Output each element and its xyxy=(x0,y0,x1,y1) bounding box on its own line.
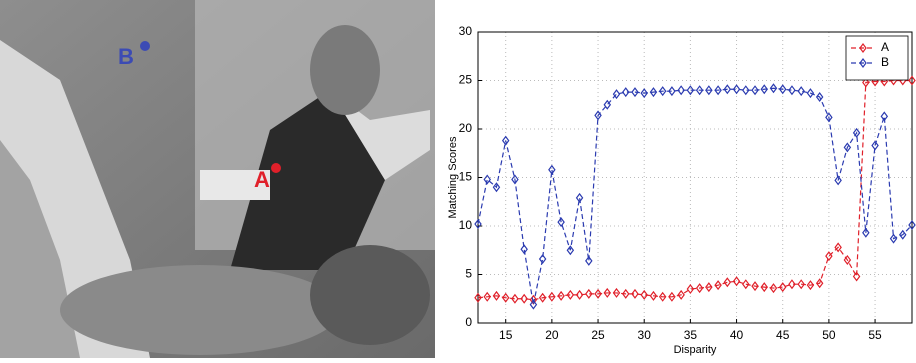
x-tick-label: 55 xyxy=(868,328,882,342)
y-tick-label: 5 xyxy=(465,267,472,281)
chart: 0 5 10 15 20 25 30 15 20 25 30 35 40 45 50 55 Disparity M… xyxy=(447,24,915,356)
x-tick-label: 30 xyxy=(638,328,652,342)
point-label: A xyxy=(254,167,270,192)
marker xyxy=(724,278,730,286)
legend-label: A xyxy=(881,40,889,54)
legend-label: B xyxy=(881,55,889,69)
x-tick-label: 15 xyxy=(499,328,513,342)
y-tick-label: 30 xyxy=(459,24,473,38)
y-axis-label: Matching Scores xyxy=(447,136,459,218)
x-tick-label: 20 xyxy=(545,328,559,342)
figure: B A 0 5 10 15 20 25 30 15 20 25 30 35 40 45 50 55 Dispar… xyxy=(0,0,916,358)
point-label: B xyxy=(118,44,134,69)
x-tick-label: 45 xyxy=(776,328,790,342)
y-tick-label: 20 xyxy=(459,121,473,135)
y-tick-label: 10 xyxy=(459,218,473,232)
x-tick-label: 25 xyxy=(591,328,605,342)
x-tick-label: 50 xyxy=(822,328,836,342)
legend-box xyxy=(846,36,908,80)
photo: B A xyxy=(0,0,435,358)
series-line xyxy=(478,81,912,300)
x-tick-label: 35 xyxy=(684,328,698,342)
y-tick-label: 15 xyxy=(459,170,473,184)
x-axis-label: Disparity xyxy=(674,344,717,356)
series-line xyxy=(478,88,912,304)
y-tick-label: 25 xyxy=(459,73,473,87)
y-tick-label: 0 xyxy=(465,315,472,329)
x-tick-label: 40 xyxy=(730,328,744,342)
